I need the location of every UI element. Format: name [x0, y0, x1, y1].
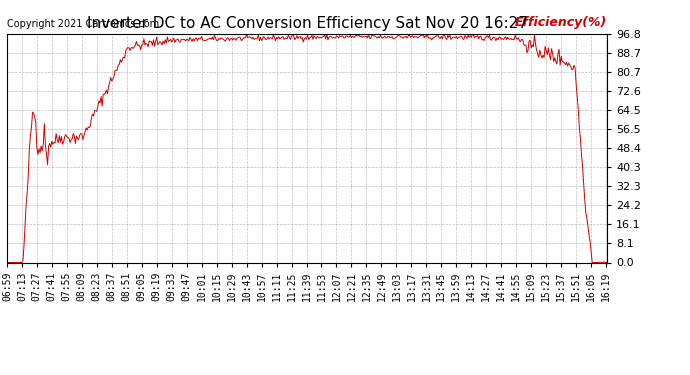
Title: Inverter DC to AC Conversion Efficiency Sat Nov 20 16:27: Inverter DC to AC Conversion Efficiency …: [87, 16, 527, 31]
Text: Efficiency(%): Efficiency(%): [515, 16, 607, 29]
Text: Copyright 2021 Cartronics.com: Copyright 2021 Cartronics.com: [7, 19, 159, 29]
